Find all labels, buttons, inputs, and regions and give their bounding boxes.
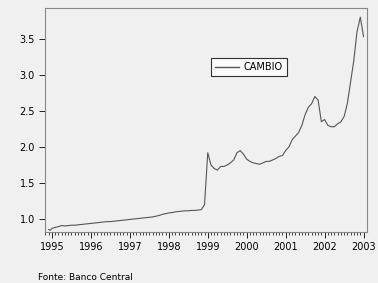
Legend: CAMBIO: CAMBIO (211, 58, 287, 76)
Text: Fonte: Banco Central: Fonte: Banco Central (38, 273, 133, 282)
